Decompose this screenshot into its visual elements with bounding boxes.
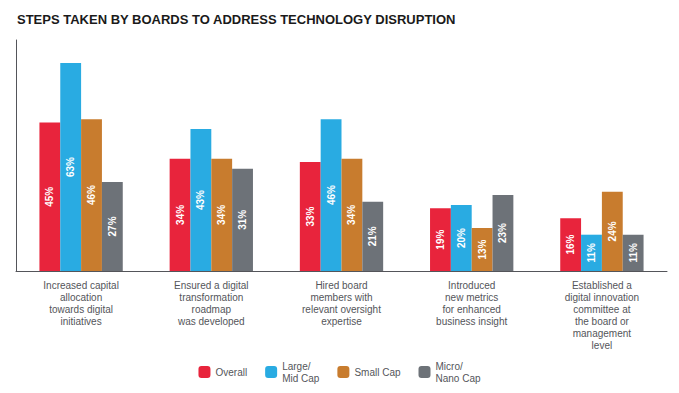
svg-text:24%: 24%	[607, 221, 618, 241]
svg-text:Overall: Overall	[215, 367, 247, 378]
svg-text:the board or: the board or	[575, 316, 630, 327]
svg-text:Ensured a digital: Ensured a digital	[174, 280, 249, 291]
svg-text:Nano Cap: Nano Cap	[436, 373, 481, 384]
svg-text:46%: 46%	[326, 185, 337, 205]
svg-text:19%: 19%	[435, 230, 446, 250]
svg-text:relevant oversight: relevant oversight	[302, 304, 381, 315]
svg-text:Micro/: Micro/	[436, 361, 463, 372]
svg-text:roadmap: roadmap	[192, 304, 232, 315]
svg-text:11%: 11%	[586, 243, 597, 263]
svg-text:11%: 11%	[628, 243, 639, 263]
svg-text:allocation: allocation	[60, 292, 102, 303]
svg-text:43%: 43%	[195, 190, 206, 210]
svg-text:13%: 13%	[477, 239, 488, 259]
svg-text:Introduced: Introduced	[448, 280, 495, 291]
svg-text:initiatives: initiatives	[61, 316, 102, 327]
svg-text:expertise: expertise	[321, 316, 362, 327]
svg-text:management: management	[573, 328, 632, 339]
svg-text:16%: 16%	[565, 234, 576, 254]
svg-text:business insight: business insight	[436, 316, 507, 327]
svg-text:new metrics: new metrics	[445, 292, 498, 303]
svg-text:for enhanced: for enhanced	[443, 304, 501, 315]
svg-text:committee at: committee at	[573, 304, 630, 315]
svg-text:34%: 34%	[216, 205, 227, 225]
svg-text:31%: 31%	[237, 210, 248, 230]
svg-text:46%: 46%	[86, 185, 97, 205]
svg-text:23%: 23%	[497, 223, 508, 243]
svg-text:transformation: transformation	[179, 292, 243, 303]
svg-text:Large/: Large/	[282, 361, 311, 372]
svg-text:Hired board: Hired board	[315, 280, 367, 291]
svg-text:33%: 33%	[305, 206, 316, 226]
svg-text:STEPS TAKEN BY BOARDS TO ADDRE: STEPS TAKEN BY BOARDS TO ADDRESS TECHNOL…	[17, 12, 455, 27]
svg-text:was developed: was developed	[177, 316, 245, 327]
svg-text:Small Cap: Small Cap	[354, 367, 401, 378]
svg-text:Mid Cap: Mid Cap	[282, 373, 320, 384]
svg-text:digital innovation: digital innovation	[565, 292, 640, 303]
svg-text:level: level	[592, 340, 613, 351]
svg-text:towards digital: towards digital	[49, 304, 113, 315]
svg-text:Increased capital: Increased capital	[43, 280, 119, 291]
svg-text:27%: 27%	[107, 216, 118, 236]
svg-text:members with: members with	[310, 292, 372, 303]
svg-text:21%: 21%	[367, 226, 378, 246]
svg-text:34%: 34%	[346, 205, 357, 225]
svg-text:20%: 20%	[456, 228, 467, 248]
svg-text:63%: 63%	[65, 157, 76, 177]
svg-text:Established a: Established a	[572, 280, 632, 291]
svg-text:34%: 34%	[175, 205, 186, 225]
svg-text:45%: 45%	[44, 187, 55, 207]
